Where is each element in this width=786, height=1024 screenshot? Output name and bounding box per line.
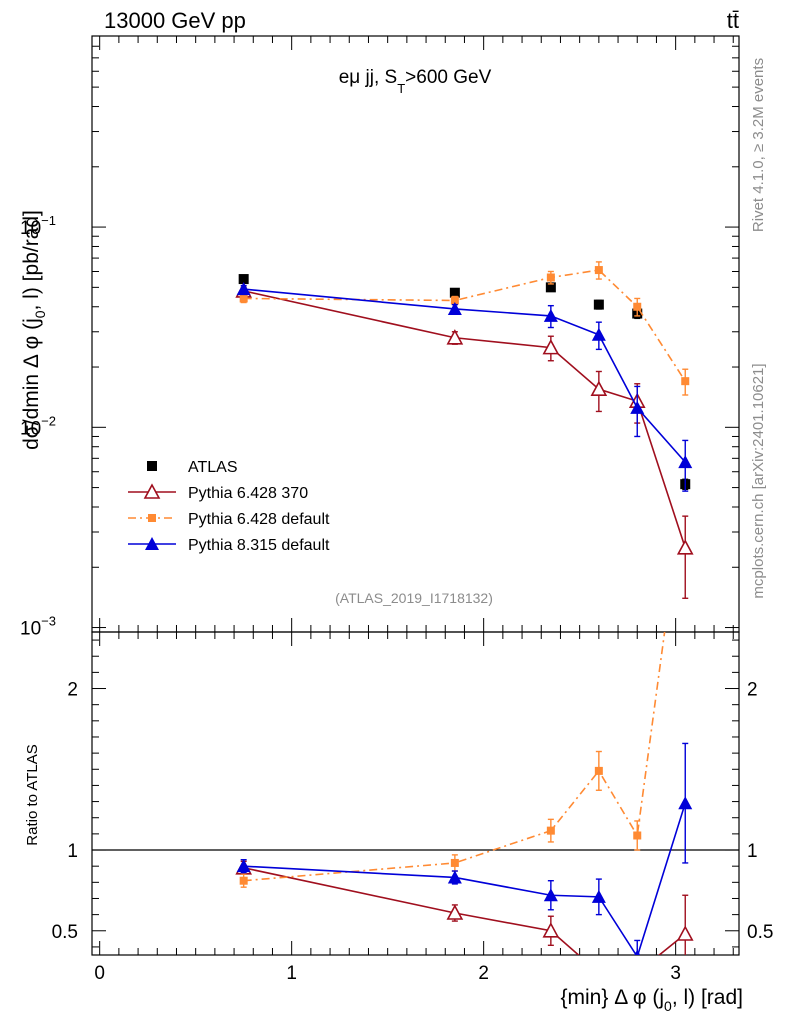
y-tick-exponent: −1 [41,213,56,228]
mc-point-marker [542,338,560,355]
main-title-main: eμ jj, S [339,67,397,88]
ratio-panel-frame [91,631,740,956]
legend-label: Pythia 6.428 default [188,511,330,528]
mc-point-marker [236,282,251,296]
ratio-series-group [235,632,694,955]
mc-point-marker [543,308,558,322]
analysis-id: (ATLAS_2019_I1718132) [335,590,493,606]
ratio-y-tick-label-left: 2 [67,680,78,701]
ratio-series-line [243,632,666,882]
y-tick-base: 10 [20,619,41,640]
x-tick-label: 0 [94,963,105,984]
data-point-marker [593,299,604,310]
mc-point-marker [591,327,606,341]
mc-point-marker [676,925,694,941]
rivet-label: Rivet 4.1.0, ≥ 3.2M events [750,58,767,232]
x-tick-label: 2 [478,963,489,984]
y-tick-label-main: 10−1 [20,213,56,239]
mc-point-marker [143,483,161,499]
mc-point-marker [594,766,603,775]
x-axis-label-sub: 0 [664,998,672,1014]
main-title-sub: T [397,81,405,96]
ratio-y-tick-label-left: 0.5 [52,922,78,943]
y-tick-label-main: 10−2 [20,413,56,439]
x-tick-label: 3 [670,963,681,984]
header-right: tt̄ [727,8,739,33]
y-tick-label-main: 10−3 [20,614,56,640]
main-series-line [243,288,686,463]
mc-point-marker [678,455,693,469]
mc-point-marker [543,888,558,902]
mc-point-marker [542,922,560,938]
ratio-y-tick-label-right: 1 [747,841,758,862]
mc-point-marker [450,296,459,305]
main-ylabel-a: dσ/dmin Δ φ (j [20,318,43,450]
mc-point-marker [590,380,608,396]
mc-point-marker [681,377,690,386]
main-series-line [243,269,686,382]
x-axis-label-a: {min} Δ φ (j [561,986,665,1009]
mc-point-marker [450,858,459,867]
data-point-marker [545,282,556,293]
main-ylabel-b: , l) [pb/rad] [20,210,43,310]
data-point-marker [147,461,157,471]
mc-point-marker [447,301,462,315]
main-series-py8 [236,282,693,492]
x-tick-label: 1 [286,963,297,984]
mc-point-marker [634,949,641,955]
mc-point-marker [633,302,642,311]
x-axis-label: {min} Δ φ (j0, l) [rad] [561,986,744,1014]
ratio-ylabel: Ratio to ATLAS [24,744,41,845]
mcplots-label: mcplots.cern.ch [arXiv:2401.10621] [750,363,767,598]
main-title: eμ jj, ST>600 GeV [339,67,492,96]
main-series-group [235,261,694,599]
y-tick-exponent: −3 [41,614,56,629]
ratio-y-tick-label-right: 2 [747,680,758,701]
mc-point-marker [594,266,603,275]
main-series-py6_default [239,261,690,396]
ratio-series-py8 [236,742,693,955]
main-ylabel-sub: 0 [32,310,48,318]
mc-point-marker [546,826,555,835]
mc-point-marker [546,273,555,282]
data-point-marker [449,287,460,298]
mc-point-marker [678,796,693,810]
legend-label: ATLAS [188,459,238,476]
mc-point-marker [591,889,606,903]
mc-point-marker [447,870,462,884]
ratio-y-tick-label-right: 0.5 [747,922,773,943]
main-series-line [243,290,687,549]
mc-point-marker [633,831,642,840]
ratio-y-tick-label-left: 1 [67,841,78,862]
mc-point-marker [236,859,251,873]
y-tick-exponent: −2 [41,413,56,428]
y-tick-base: 10 [20,218,41,239]
x-axis-label-b: , l) [rad] [672,986,743,1009]
legend: ATLAS Pythia 6.428 370 Pythia 6.428 defaul… [128,459,330,554]
mc-point-marker [148,514,156,522]
mc-point-marker [676,539,694,555]
mc-point-marker [145,537,159,550]
header-left: 13000 GeV pp [104,8,246,33]
y-tick-base: 10 [20,418,41,439]
legend-label: Pythia 8.315 default [188,537,330,554]
data-point-marker [238,274,249,285]
ratio-series-line [243,867,686,955]
mc-point-marker [239,876,248,885]
legend-label: Pythia 6.428 370 [188,485,308,502]
mc-point-marker [446,904,464,920]
main-title-tail: >600 GeV [405,67,491,88]
mc-point-marker [239,294,248,303]
mc-point-marker [630,400,645,414]
mc-point-marker [446,329,464,345]
ratio-series-line [243,802,687,955]
main-ylabel: dσ/dmin Δ φ (j0, l) [pb/rad] [20,210,48,450]
